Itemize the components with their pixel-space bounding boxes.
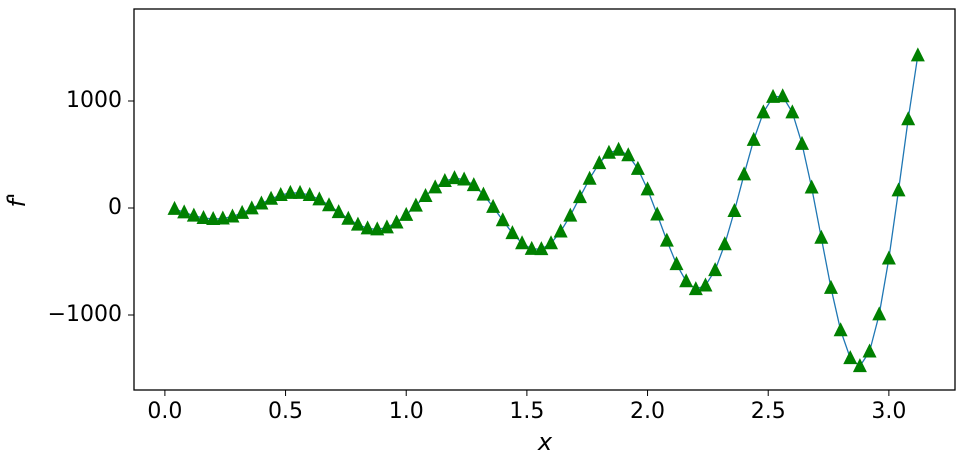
marker — [592, 155, 607, 170]
marker — [766, 88, 781, 103]
marker — [756, 104, 771, 119]
marker — [843, 350, 858, 365]
marker — [544, 235, 559, 250]
marker — [302, 187, 317, 202]
marker — [350, 216, 365, 231]
marker — [669, 256, 684, 271]
marker — [418, 188, 433, 203]
marker — [833, 322, 848, 337]
x-axis-label: x — [537, 428, 553, 456]
marker — [457, 171, 472, 186]
marker — [428, 179, 443, 194]
marker — [553, 223, 568, 238]
marker — [708, 262, 723, 277]
marker — [379, 219, 394, 234]
marker — [495, 212, 510, 227]
x-tick-label: 3.0 — [871, 399, 906, 424]
marker — [534, 241, 549, 256]
marker — [862, 343, 877, 358]
y-tick-label: −1000 — [48, 302, 122, 327]
marker — [264, 190, 279, 205]
marker — [389, 214, 404, 229]
marker — [563, 207, 578, 222]
marker — [698, 277, 713, 292]
marker — [727, 203, 742, 218]
marker — [737, 166, 752, 181]
x-tick-label: 1.0 — [389, 399, 424, 424]
y-tick-label: 1000 — [66, 88, 122, 113]
marker — [408, 197, 423, 212]
marker — [321, 197, 336, 212]
marker — [650, 206, 665, 221]
marker — [331, 204, 346, 219]
x-tick-label: 0.0 — [147, 399, 182, 424]
marker — [881, 250, 896, 265]
marker — [823, 279, 838, 294]
marker — [293, 184, 308, 199]
x-tick-label: 1.5 — [509, 399, 544, 424]
marker — [505, 225, 520, 240]
marker — [910, 47, 925, 62]
marker — [582, 170, 597, 185]
marker — [630, 160, 645, 175]
marker — [167, 200, 182, 215]
marker — [794, 135, 809, 150]
marker — [901, 111, 916, 126]
marker — [244, 200, 259, 215]
marker — [746, 131, 761, 146]
marker — [283, 184, 298, 199]
marker — [659, 232, 674, 247]
marker — [225, 208, 240, 223]
marker — [679, 273, 694, 288]
line — [174, 55, 919, 368]
marker — [177, 204, 192, 219]
x-tick-label: 0.5 — [268, 399, 303, 424]
marker — [476, 186, 491, 201]
x-tick-label: 2.5 — [751, 399, 786, 424]
marker — [688, 281, 703, 296]
marker — [717, 236, 732, 251]
marker — [515, 235, 530, 250]
marker — [360, 220, 375, 235]
y-axis-label: f' — [3, 192, 31, 207]
marker — [872, 306, 887, 321]
marker — [572, 189, 587, 204]
marker — [804, 179, 819, 194]
x-tick-label: 2.0 — [630, 399, 665, 424]
marker — [640, 181, 655, 196]
marker — [186, 207, 201, 222]
marker — [196, 209, 211, 224]
marker — [399, 206, 414, 221]
marker — [341, 210, 356, 225]
marker — [852, 358, 867, 373]
marker — [785, 104, 800, 119]
marker — [235, 204, 250, 219]
marker — [312, 191, 327, 206]
marker — [611, 141, 626, 156]
marker — [524, 240, 539, 255]
marker — [206, 211, 221, 226]
plot-frame — [133, 8, 956, 391]
y-tick-label: 0 — [108, 195, 122, 220]
marker — [486, 198, 501, 213]
marker — [891, 182, 906, 197]
marker — [621, 147, 636, 162]
marker — [814, 229, 829, 244]
marker — [254, 195, 269, 210]
marker — [447, 170, 462, 185]
marker — [775, 88, 790, 103]
marker — [466, 177, 481, 192]
